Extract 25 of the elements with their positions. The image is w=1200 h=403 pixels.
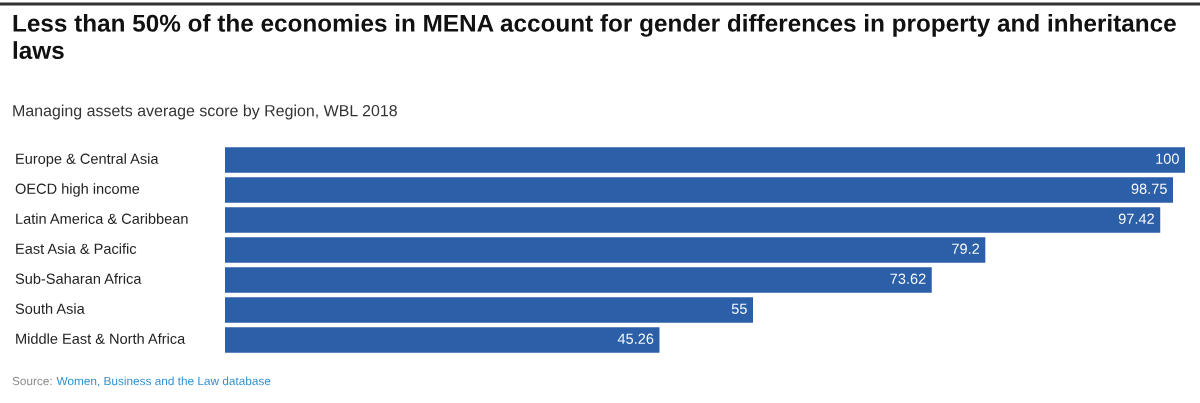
- chart-subtitle: Managing assets average score by Region, WBL 2018: [13, 104, 397, 120]
- data-label: 97.42: [1118, 213, 1154, 224]
- bar: [225, 207, 1161, 233]
- chart-title: Less than 50% of the economies in MENA account for gender differences in property and inheritance laws: [13, 14, 1176, 60]
- data-label: 55: [731, 303, 747, 314]
- data-label: 79.2: [952, 243, 980, 254]
- data-label: 100: [1156, 153, 1179, 164]
- y-tick-label: Europe & Central Asia: [16, 153, 159, 167]
- bar: [225, 147, 1185, 173]
- y-tick-label: Sub-Saharan Africa: [15, 273, 142, 284]
- y-tick-label: Middle East & North Africa: [16, 333, 186, 344]
- y-tick-label: Latin America & Caribbean: [16, 213, 188, 224]
- data-label: 45.26: [617, 333, 654, 344]
- text: Women, Business and the Law database: [56, 376, 271, 387]
- data-label: 98.75: [1131, 183, 1167, 194]
- data-label: 73.62: [890, 273, 926, 284]
- y-tick-label: East Asia & Pacific: [16, 243, 137, 254]
- bar: [225, 327, 660, 353]
- bar: [225, 237, 986, 263]
- bar: [225, 297, 753, 323]
- y-tick-label: OECD high income: [15, 183, 140, 197]
- y-tick-label: South Asia: [15, 303, 85, 314]
- source-note: Source:: [12, 376, 52, 386]
- bar: [225, 177, 1173, 203]
- bar: [225, 267, 932, 293]
